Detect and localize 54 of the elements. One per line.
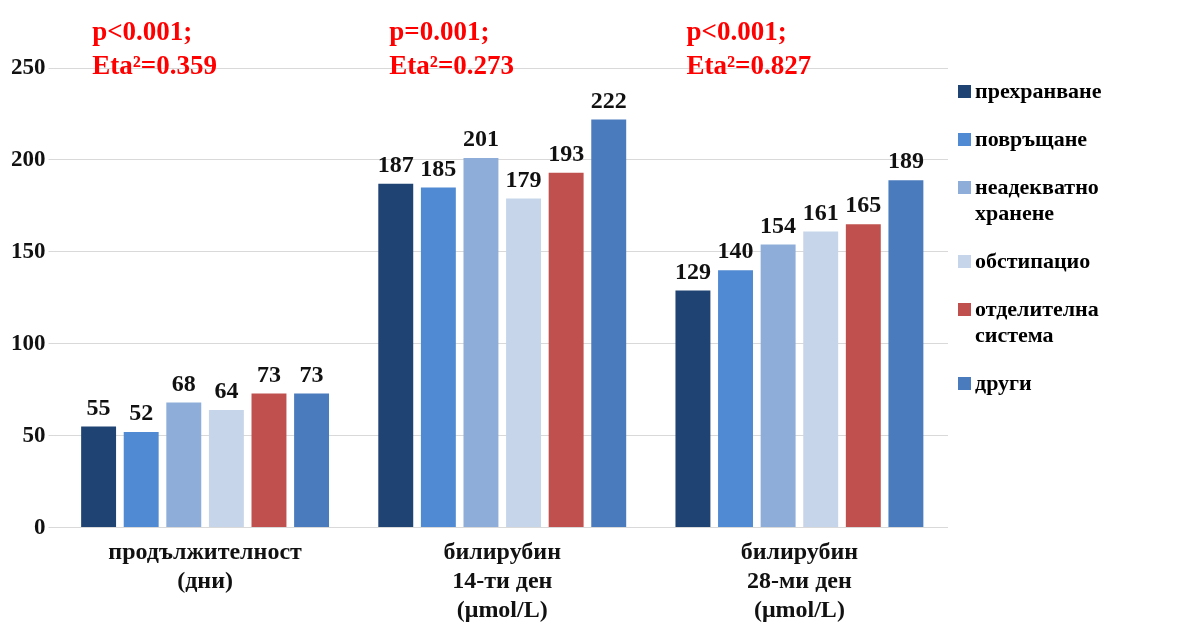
bar	[166, 402, 202, 528]
bar	[294, 393, 330, 528]
legend-label: отделителна система	[975, 296, 1100, 348]
y-tick-label: 200	[11, 145, 46, 171]
x-tick-label: продължителност (дни)	[108, 538, 303, 593]
data-label: 189	[887, 147, 924, 174]
legend-label: прехранване	[975, 78, 1102, 104]
data-label: 52	[129, 399, 154, 426]
bar	[675, 290, 711, 528]
bar	[803, 231, 839, 528]
bar	[81, 426, 117, 528]
annotation: p<0.001; Eta²=0.827	[686, 16, 812, 81]
bar	[845, 224, 881, 528]
bar	[251, 393, 287, 528]
bar	[123, 432, 159, 528]
bar	[208, 409, 244, 528]
data-label: 154	[760, 211, 797, 238]
data-label: 129	[674, 257, 711, 284]
bar	[506, 198, 542, 528]
data-label: 187	[377, 151, 414, 178]
data-label: 73	[256, 360, 281, 387]
data-label: 140	[717, 237, 754, 264]
data-label: 68	[171, 369, 196, 396]
data-label: 185	[420, 154, 457, 181]
x-tick-label: билирубин 28-ми ден (μmol/L)	[740, 538, 859, 622]
data-label: 73	[299, 360, 324, 387]
bar	[420, 187, 456, 528]
data-label: 64	[214, 377, 239, 404]
y-tick-label: 100	[11, 329, 46, 355]
y-tick-label: 150	[11, 237, 46, 263]
y-tick-label: 0	[34, 513, 46, 539]
data-label: 179	[505, 165, 542, 192]
bar	[378, 183, 414, 528]
legend-label: повръщане	[975, 126, 1088, 152]
legend-label: неадекватно хранене	[975, 174, 1100, 226]
bar	[463, 158, 499, 528]
bar	[718, 270, 753, 528]
data-label: 193	[548, 139, 585, 166]
y-tick-label: 50	[22, 421, 46, 447]
data-label: 222	[590, 86, 627, 113]
data-label: 165	[845, 191, 882, 218]
legend-label: други	[975, 370, 1032, 396]
y-tick-label: 250	[11, 53, 46, 79]
bar	[548, 172, 584, 528]
data-label: 55	[86, 393, 111, 420]
legend-label: обстипацио	[975, 248, 1091, 274]
data-label: 161	[802, 198, 839, 225]
data-label: 201	[462, 125, 499, 152]
x-tick-label: билирубин 14-ти ден (μmol/L)	[443, 538, 562, 622]
bar	[888, 180, 924, 528]
bar	[591, 119, 627, 528]
annotation: p<0.001; Eta²=0.359	[92, 16, 217, 81]
annotation: p=0.001; Eta²=0.273	[389, 16, 515, 81]
bar	[760, 244, 796, 528]
